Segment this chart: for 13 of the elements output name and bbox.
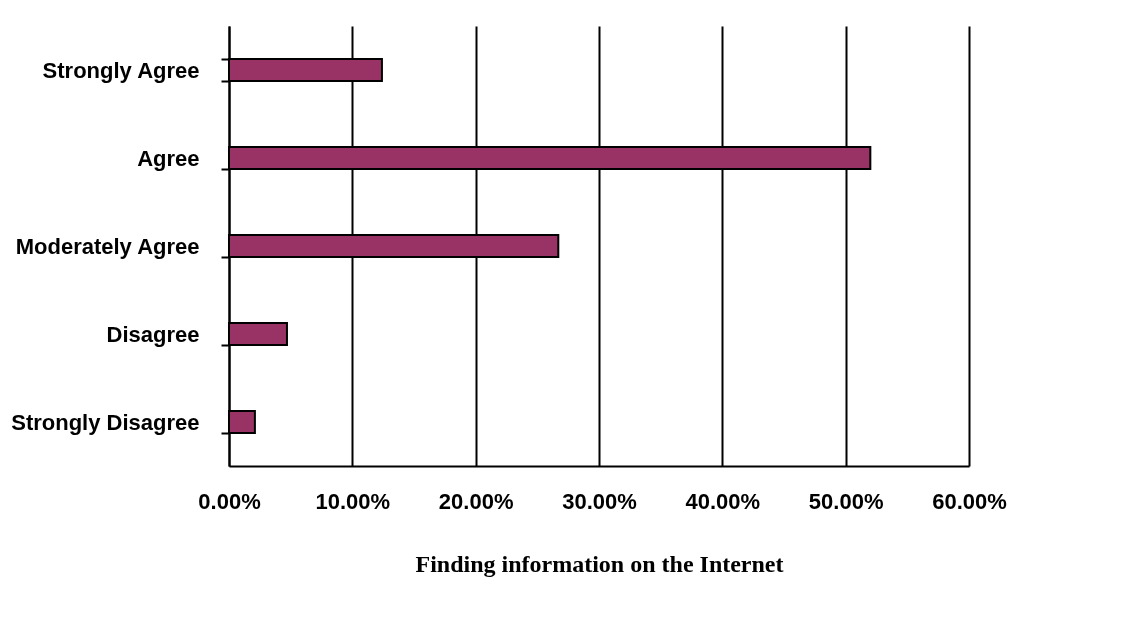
y-tick-label: Strongly Disagree bbox=[11, 409, 200, 435]
y-tick-label: Disagree bbox=[106, 321, 200, 347]
x-tick-label: 0.00% bbox=[198, 488, 261, 514]
x-tick-label: 40.00% bbox=[685, 488, 761, 514]
x-tick-label: 10.00% bbox=[315, 488, 391, 514]
y-tick-label: Moderately Agree bbox=[15, 233, 200, 259]
x-tick-label: 50.00% bbox=[808, 488, 884, 514]
x-axis-title: Finding information on the Internet bbox=[415, 550, 784, 577]
x-tick-label: 20.00% bbox=[438, 488, 514, 514]
x-tick-label: 30.00% bbox=[562, 488, 637, 514]
x-tick-label: 60.00% bbox=[932, 488, 1007, 514]
y-tick-label: Agree bbox=[137, 145, 200, 171]
y-tick-label: Strongly Agree bbox=[42, 57, 200, 83]
